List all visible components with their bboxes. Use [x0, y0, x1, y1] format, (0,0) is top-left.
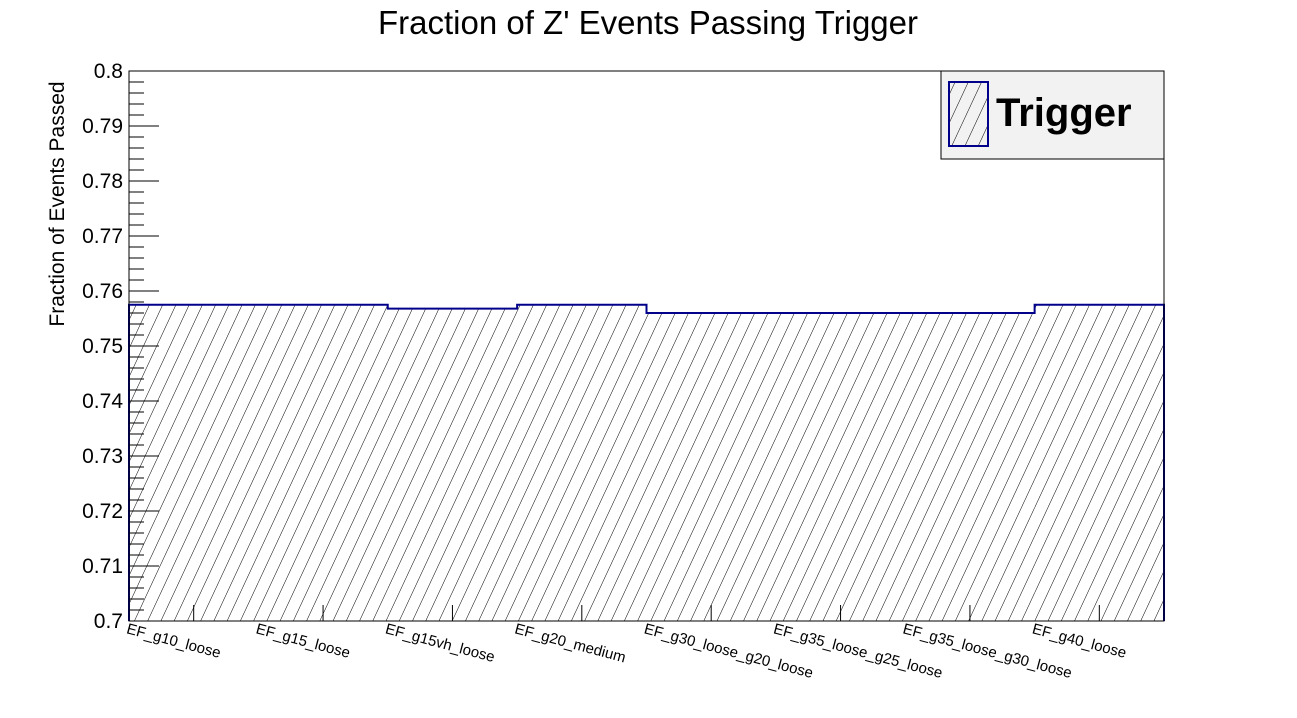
y-axis-label: Fraction of Events Passed [46, 81, 69, 326]
bars-layer [129, 304, 1164, 621]
y-tick-label: 0.79 [82, 115, 123, 138]
x-tick-label-EF_g40_loose: EF_g40_loose [1030, 620, 1128, 661]
y-axis: 0.7 0.71 0.72 0.73 0.74 0.75 0.76 0.77 0.78 0.79 0… [82, 60, 159, 633]
x-tick-label-EF_g20_medium: EF_g20_medium [513, 620, 628, 666]
bar-EF_g15_loose [258, 304, 388, 621]
legend: Trigger [940, 70, 1165, 160]
histogram-outline [128, 303, 1165, 621]
y-tick-label: 0.8 [94, 60, 123, 83]
y-tick-label: 0.77 [82, 225, 123, 248]
bar-EF_g15vh_loose [387, 308, 518, 621]
y-tick-label: 0.78 [82, 170, 123, 193]
x-tick-label-EF_g15_loose: EF_g15_loose [254, 620, 352, 661]
y-tick-label: 0.76 [82, 280, 123, 303]
bar-EF_g35_loose_g25_loose [775, 313, 906, 621]
bar-EF_g10_loose [129, 304, 259, 621]
bar-EF_g40_loose [1034, 304, 1164, 621]
x-tick-label-EF_g10_loose: EF_g10_loose [125, 620, 223, 661]
legend-label-trigger: Trigger [996, 91, 1132, 135]
bar-EF_g20_medium [517, 304, 647, 621]
y-tick-label: 0.74 [82, 390, 123, 413]
y-tick-label: 0.7 [94, 610, 123, 633]
chart-title: Fraction of Z' Events Passing Trigger [378, 4, 918, 41]
y-tick-label: 0.71 [82, 555, 123, 578]
y-tick-label: 0.73 [82, 445, 123, 468]
bar-EF_g30_loose_g20_loose [646, 313, 776, 621]
legend-swatch [948, 81, 989, 147]
bar-EF_g35_loose_g30_loose [905, 313, 1035, 621]
x-tick-label-EF_g15vh_loose: EF_g15vh_loose [383, 620, 496, 666]
y-tick-label: 0.75 [82, 335, 123, 358]
y-tick-label: 0.72 [82, 500, 123, 523]
